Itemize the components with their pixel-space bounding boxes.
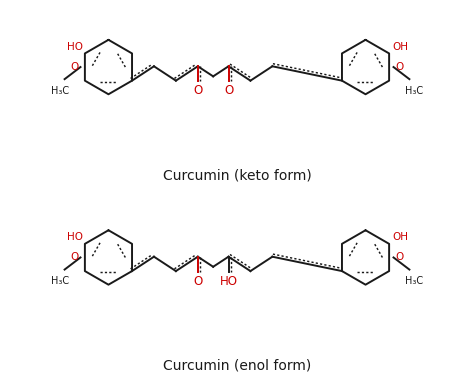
Text: O: O xyxy=(193,84,202,97)
Text: H₃C: H₃C xyxy=(405,276,423,286)
Text: H₃C: H₃C xyxy=(51,276,69,286)
Text: H₃C: H₃C xyxy=(405,86,423,96)
Text: OH: OH xyxy=(392,232,408,242)
Text: O: O xyxy=(396,253,404,263)
Text: O: O xyxy=(396,62,404,72)
Text: HO: HO xyxy=(219,275,237,288)
Text: HO: HO xyxy=(67,42,83,52)
Text: Curcumin (keto form): Curcumin (keto form) xyxy=(163,168,311,182)
Text: O: O xyxy=(224,84,233,97)
Text: O: O xyxy=(70,62,78,72)
Text: HO: HO xyxy=(67,232,83,242)
Text: O: O xyxy=(193,275,202,288)
Text: Curcumin (enol form): Curcumin (enol form) xyxy=(163,359,311,373)
Text: OH: OH xyxy=(392,42,408,52)
Text: H₃C: H₃C xyxy=(51,86,69,96)
Text: O: O xyxy=(70,253,78,263)
